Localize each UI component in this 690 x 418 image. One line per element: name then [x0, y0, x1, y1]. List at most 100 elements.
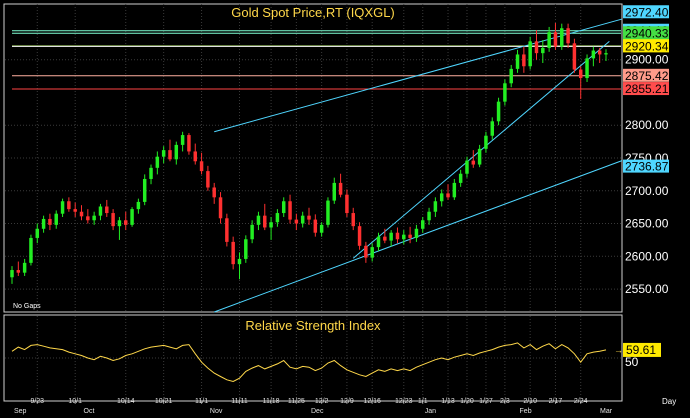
date-label: 1/20: [460, 398, 474, 405]
date-label: 12/23: [395, 398, 413, 405]
candle-body: [503, 83, 507, 102]
candle-body: [591, 50, 596, 59]
candle-body: [79, 211, 84, 217]
price-tick-label: 2700.00: [625, 184, 669, 198]
candle: [136, 198, 141, 214]
candle: [10, 266, 14, 284]
candle-body: [275, 213, 280, 223]
candle-body: [263, 215, 267, 228]
candle: [465, 156, 469, 178]
candle-body: [446, 193, 450, 198]
date-label: 11/11: [231, 398, 248, 405]
candle: [452, 178, 457, 200]
candle-body: [86, 216, 90, 221]
candle-body: [566, 28, 570, 44]
candle: [180, 131, 185, 152]
candle: [193, 143, 197, 165]
date-label: 1/1: [418, 398, 428, 405]
candle-body: [383, 236, 387, 241]
date-label: 2/17: [549, 398, 563, 405]
candle: [597, 47, 602, 63]
candle: [218, 192, 223, 224]
price-value-label: 2736.87: [625, 160, 669, 174]
candle: [604, 49, 608, 62]
candle: [16, 261, 21, 276]
candle-body: [269, 222, 273, 228]
candle: [300, 211, 305, 228]
candle: [566, 23, 570, 48]
date-label: 11/18: [263, 398, 280, 405]
price-value-label: 2972.40: [625, 5, 669, 19]
candle-body: [427, 211, 431, 221]
candle-body: [130, 209, 134, 225]
candle: [199, 152, 204, 175]
reference-value-label: 2855.21: [625, 82, 669, 96]
candle: [142, 174, 147, 206]
candle-body: [370, 247, 374, 258]
candle: [458, 169, 463, 187]
rsi-arrow-icon: →: [614, 345, 623, 355]
month-label: Mar: [600, 408, 613, 415]
candle-body: [22, 262, 27, 273]
candle-body: [408, 234, 412, 238]
candle-body: [294, 219, 299, 224]
candle: [206, 165, 210, 191]
candle-body: [490, 121, 494, 136]
candle-body: [357, 226, 362, 246]
date-label: 12/16: [363, 398, 381, 405]
month-label: Sep: [14, 408, 27, 415]
candle: [370, 243, 374, 262]
candle-body: [547, 32, 551, 48]
candle-body: [54, 213, 58, 225]
candle: [86, 209, 90, 224]
candlestick-series: [10, 23, 608, 284]
price-gridlines: [5, 4, 621, 312]
candle: [395, 227, 400, 244]
candle: [98, 203, 103, 221]
candle: [149, 164, 153, 185]
candle-body: [67, 201, 71, 210]
candle-body: [92, 215, 96, 221]
month-label: Oct: [84, 408, 95, 415]
candle: [263, 203, 267, 231]
date-label: 12/2: [315, 398, 329, 405]
candle: [528, 36, 532, 70]
candle-body: [338, 182, 343, 195]
candle-body: [29, 237, 33, 263]
candle-body: [288, 201, 292, 220]
candle-body: [376, 236, 381, 248]
candle-body: [604, 53, 608, 55]
candle: [124, 211, 128, 231]
candle-body: [41, 218, 46, 229]
candle-body: [218, 197, 223, 219]
candle: [250, 220, 254, 244]
candle-body: [477, 148, 482, 165]
candle-body: [471, 160, 476, 165]
candle-body: [73, 209, 77, 212]
candle-body: [187, 135, 191, 152]
month-label: Dec: [311, 408, 324, 415]
candle: [402, 230, 406, 245]
date-label: 11/1: [195, 398, 208, 405]
candle: [313, 214, 318, 237]
candle-body: [578, 69, 583, 79]
candle-body: [155, 156, 160, 168]
candle-body: [180, 135, 185, 145]
candle-body: [300, 215, 305, 224]
candle-body: [522, 54, 526, 67]
candle: [231, 236, 235, 270]
candle-body: [237, 258, 242, 265]
candle: [578, 66, 583, 100]
month-label: Feb: [520, 408, 532, 415]
rsi-line: [11, 342, 607, 383]
candle: [541, 40, 545, 63]
no-gaps-note: No Gaps: [13, 303, 41, 310]
candle: [41, 215, 46, 233]
candle: [256, 211, 261, 231]
candle: [547, 26, 551, 52]
candle: [503, 79, 507, 106]
month-label: Nov: [210, 408, 223, 415]
candle: [237, 252, 242, 280]
candle: [433, 197, 438, 217]
rsi-value-box: → 59.61: [614, 342, 661, 357]
